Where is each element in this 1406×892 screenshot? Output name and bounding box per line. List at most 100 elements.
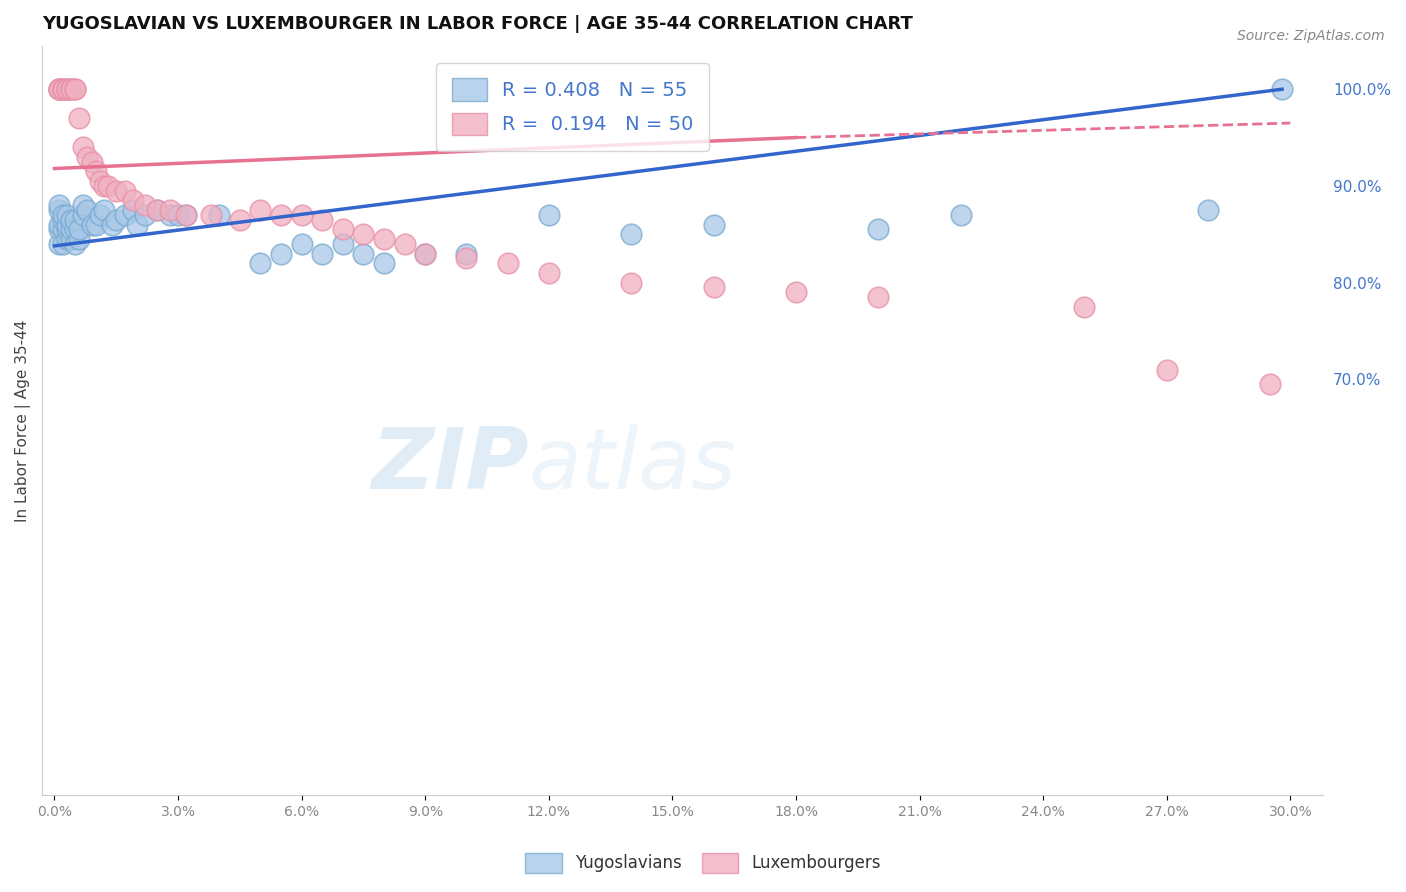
Point (373, 256, 395, 270)
Point (76, 150, 98, 164)
Point (291, 236, 314, 251)
Point (456, 246, 478, 260)
Point (114, 208, 136, 222)
Point (159, 203, 181, 218)
Point (1271, 82, 1294, 96)
Point (52, 222, 75, 236)
Point (56, 82, 79, 96)
Point (52, 212, 75, 227)
Point (311, 212, 333, 227)
Point (48, 82, 70, 96)
Point (72, 198, 94, 212)
Point (413, 246, 436, 260)
Point (1073, 300, 1095, 314)
Point (80, 154, 103, 169)
Point (174, 208, 197, 222)
Point (121, 194, 143, 208)
Point (703, 218, 725, 232)
Point (56, 218, 79, 232)
Point (56, 232, 79, 246)
Point (76, 203, 98, 218)
Point (703, 280, 725, 294)
Point (84, 218, 107, 232)
Point (200, 208, 222, 222)
Point (52, 82, 75, 96)
Point (146, 203, 169, 218)
Point (249, 256, 271, 270)
Point (352, 227, 374, 242)
Point (125, 218, 148, 232)
Point (48, 203, 70, 218)
Point (270, 208, 292, 222)
Point (72, 140, 94, 154)
Point (332, 236, 354, 251)
Point (134, 208, 156, 222)
Point (59, 222, 82, 236)
Text: atlas: atlas (529, 424, 737, 507)
Point (620, 227, 643, 242)
Legend: R = 0.408   N = 55, R =  0.194   N = 50: R = 0.408 N = 55, R = 0.194 N = 50 (436, 62, 709, 151)
Point (63, 212, 86, 227)
Point (785, 285, 807, 300)
Point (167, 208, 190, 222)
Point (174, 208, 197, 222)
Point (1258, 377, 1281, 392)
Point (48, 82, 70, 96)
Point (52, 208, 75, 222)
Text: Source: ZipAtlas.com: Source: ZipAtlas.com (1237, 29, 1385, 43)
Point (413, 246, 436, 260)
Point (52, 236, 75, 251)
Y-axis label: In Labor Force | Age 35-44: In Labor Force | Age 35-44 (15, 319, 31, 522)
Point (48, 198, 70, 212)
Point (56, 82, 79, 96)
Point (868, 222, 890, 236)
Point (134, 198, 156, 212)
Text: ZIP: ZIP (371, 424, 529, 507)
Point (84, 164, 107, 178)
Point (121, 203, 143, 218)
Point (56, 222, 79, 236)
Point (105, 212, 128, 227)
Point (72, 208, 94, 222)
Point (56, 82, 79, 96)
Point (114, 184, 136, 198)
Point (59, 82, 82, 96)
Point (1197, 203, 1219, 218)
Legend: Yugoslavians, Luxembourgers: Yugoslavians, Luxembourgers (519, 847, 887, 880)
Point (868, 290, 890, 304)
Point (229, 212, 252, 227)
Point (48, 236, 70, 251)
Point (249, 203, 271, 218)
Point (537, 266, 560, 280)
Point (270, 246, 292, 260)
Point (105, 184, 128, 198)
Point (52, 82, 75, 96)
Point (48, 82, 70, 96)
Point (59, 82, 82, 96)
Point (93, 203, 115, 218)
Point (89, 208, 111, 222)
Point (291, 208, 314, 222)
Point (63, 222, 86, 236)
Point (48, 218, 70, 232)
Point (59, 232, 82, 246)
Point (48, 82, 70, 96)
Point (89, 174, 111, 188)
Point (311, 246, 333, 260)
Point (101, 218, 124, 232)
Point (67, 232, 90, 246)
Point (63, 82, 86, 96)
Point (949, 208, 972, 222)
Point (1156, 362, 1178, 376)
Point (394, 236, 416, 251)
Point (80, 218, 103, 232)
Point (52, 82, 75, 96)
Point (620, 276, 643, 290)
Point (537, 208, 560, 222)
Point (352, 246, 374, 260)
Point (159, 208, 181, 222)
Point (67, 222, 90, 236)
Point (208, 208, 231, 222)
Point (496, 256, 519, 270)
Point (63, 236, 86, 251)
